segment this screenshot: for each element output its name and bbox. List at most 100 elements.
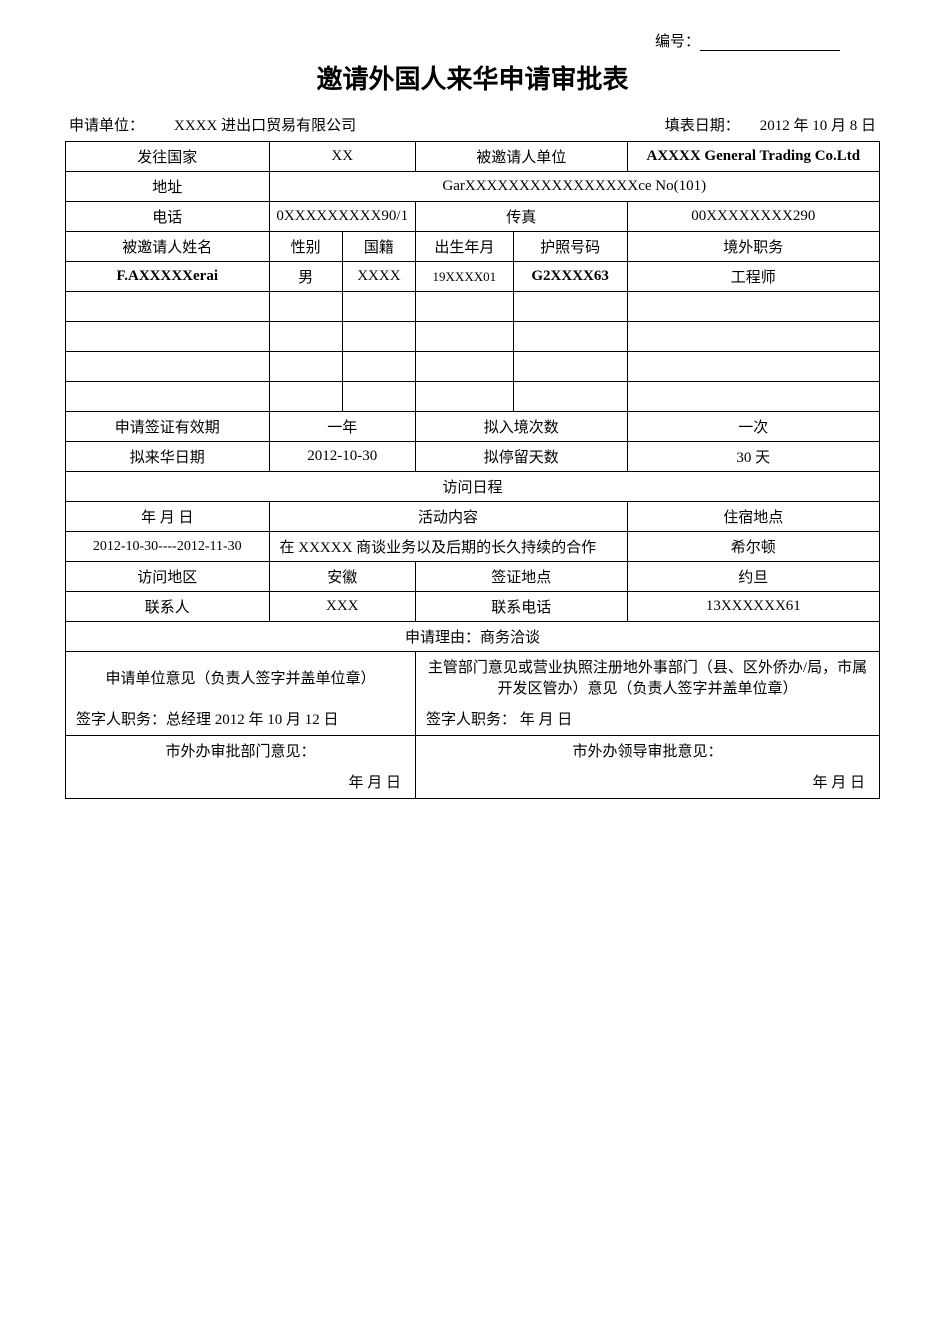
invitee-unit-value: AXXXX General Trading Co.Ltd [627,142,879,172]
row-visa-validity: 申请签证有效期 一年 拟入境次数 一次 [66,412,880,442]
row-contact: 联系人 XXX 联系电话 13XXXXXX61 [66,592,880,622]
fax-label: 传真 [416,202,628,232]
schedule-date-value: 2012-10-30----2012-11-30 [66,532,270,562]
empty-cell [416,322,514,352]
schedule-lodging-value: 希尔顿 [627,532,879,562]
empty-cell [269,322,342,352]
validity-label: 申请签证有效期 [66,412,270,442]
dob-value: 19XXXX01 [416,262,514,292]
unit-opinion-label: 申请单位意见（负责人签字并盖单位章） [66,652,416,703]
row-schedule-title: 访问日程 [66,472,880,502]
fill-date-value: 2012 年 10 月 8 日 [760,114,876,135]
form-number-row: 编号： [65,30,880,51]
dob-header: 出生年月 [416,232,514,262]
row-empty-3 [66,352,880,382]
empty-cell [416,382,514,412]
name-header: 被邀请人姓名 [66,232,270,262]
empty-cell [627,292,879,322]
nationality-value: XXXX [342,262,415,292]
nationality-header: 国籍 [342,232,415,262]
address-label: 地址 [66,172,270,202]
row-visit-region: 访问地区 安徽 签证地点 约旦 [66,562,880,592]
row-dest-country: 发往国家 XX 被邀请人单位 AXXXX General Trading Co.… [66,142,880,172]
entries-label: 拟入境次数 [416,412,628,442]
entries-value: 一次 [627,412,879,442]
passport-value: G2XXXX63 [513,262,627,292]
empty-cell [342,292,415,322]
row-invitee-data: F.AXXXXXerai 男 XXXX 19XXXX01 G2XXXX63 工程… [66,262,880,292]
row-opinion2-date: 年 月 日 年 月 日 [66,765,880,799]
arrival-value: 2012-10-30 [269,442,416,472]
application-form-table: 发往国家 XX 被邀请人单位 AXXXX General Trading Co.… [65,141,880,799]
dest-country-value: XX [269,142,416,172]
empty-cell [269,352,342,382]
stay-value: 30 天 [627,442,879,472]
dest-country-label: 发往国家 [66,142,270,172]
empty-cell [66,292,270,322]
arrival-label: 拟来华日期 [66,442,270,472]
empty-cell [627,382,879,412]
row-empty-1 [66,292,880,322]
number-label: 编号： [655,34,700,50]
empty-cell [66,322,270,352]
empty-cell [416,292,514,322]
invitee-unit-label: 被邀请人单位 [416,142,628,172]
visa-place-value: 约旦 [627,562,879,592]
region-value: 安徽 [269,562,416,592]
region-label: 访问地区 [66,562,270,592]
applicant-label: 申请单位： [69,114,144,135]
row-empty-2 [66,322,880,352]
gender-header: 性别 [269,232,342,262]
dept-opinion-label: 主管部门意见或营业执照注册地外事部门（县、区外侨办/局，市属开发区管办）意见（负… [416,652,880,703]
empty-cell [513,292,627,322]
row-opinion2-label: 市外办审批部门意见： 市外办领导审批意见： [66,736,880,766]
empty-cell [342,322,415,352]
schedule-activity-header: 活动内容 [269,502,627,532]
stay-label: 拟停留天数 [416,442,628,472]
row-arrival: 拟来华日期 2012-10-30 拟停留天数 30 天 [66,442,880,472]
empty-cell [269,382,342,412]
contact-label: 联系人 [66,592,270,622]
row-opinion1-label: 申请单位意见（负责人签字并盖单位章） 主管部门意见或营业执照注册地外事部门（县、… [66,652,880,703]
fill-date-label: 填表日期： [665,114,760,135]
empty-cell [66,352,270,382]
schedule-activity-value: 在 XXXXX 商谈业务以及后期的长久持续的合作 [269,532,627,562]
validity-value: 一年 [269,412,416,442]
empty-cell [342,382,415,412]
position-value: 工程师 [627,262,879,292]
empty-cell [513,322,627,352]
row-schedule-headers: 年 月 日 活动内容 住宿地点 [66,502,880,532]
city-leader-label: 市外办领导审批意见： [416,736,880,766]
contact-phone-label: 联系电话 [416,592,628,622]
schedule-title: 访问日程 [66,472,880,502]
address-value: GarXXXXXXXXXXXXXXXXce No(101) [269,172,880,202]
phone-value: 0XXXXXXXXX90/1 [269,202,416,232]
fax-value: 00XXXXXXXX290 [627,202,879,232]
row-phone: 电话 0XXXXXXXXX90/1 传真 00XXXXXXXX290 [66,202,880,232]
row-address: 地址 GarXXXXXXXXXXXXXXXXce No(101) [66,172,880,202]
row-schedule-data: 2012-10-30----2012-11-30 在 XXXXX 商谈业务以及后… [66,532,880,562]
row-empty-4 [66,382,880,412]
contact-value: XXX [269,592,416,622]
passport-header: 护照号码 [513,232,627,262]
header-row: 申请单位： XXXX 进出口贸易有限公司 填表日期： 2012 年 10 月 8… [65,114,880,135]
empty-cell [66,382,270,412]
city-approval-label: 市外办审批部门意见： [66,736,416,766]
reason-text: 申请理由：商务洽谈 [66,622,880,652]
phone-label: 电话 [66,202,270,232]
name-value: F.AXXXXXerai [66,262,270,292]
empty-cell [513,352,627,382]
empty-cell [269,292,342,322]
visa-place-label: 签证地点 [416,562,628,592]
row-invitee-headers: 被邀请人姓名 性别 国籍 出生年月 护照号码 境外职务 [66,232,880,262]
gender-value: 男 [269,262,342,292]
schedule-date-header: 年 月 日 [66,502,270,532]
applicant-value: XXXX 进出口贸易有限公司 [144,114,665,135]
empty-cell [342,352,415,382]
city-leader-date: 年 月 日 [416,765,880,799]
city-approval-date: 年 月 日 [66,765,416,799]
position-header: 境外职务 [627,232,879,262]
unit-signer: 签字人职务：总经理 2012 年 10 月 12 日 [66,702,416,736]
empty-cell [513,382,627,412]
contact-phone-value: 13XXXXXX61 [627,592,879,622]
